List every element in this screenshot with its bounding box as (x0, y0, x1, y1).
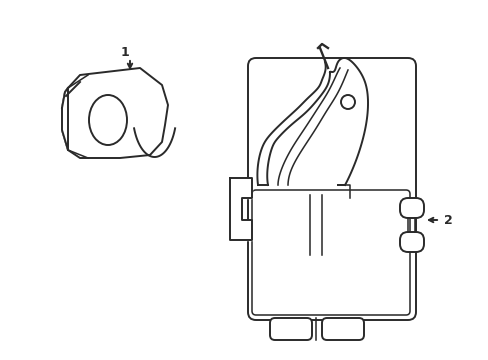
Text: 1: 1 (121, 45, 129, 59)
Text: 2: 2 (443, 213, 451, 226)
Polygon shape (62, 68, 168, 158)
Polygon shape (62, 88, 68, 150)
Polygon shape (229, 178, 251, 240)
FancyBboxPatch shape (399, 198, 423, 218)
FancyBboxPatch shape (247, 58, 415, 320)
FancyBboxPatch shape (321, 318, 363, 340)
FancyBboxPatch shape (269, 318, 311, 340)
FancyBboxPatch shape (399, 232, 423, 252)
FancyBboxPatch shape (251, 190, 409, 315)
